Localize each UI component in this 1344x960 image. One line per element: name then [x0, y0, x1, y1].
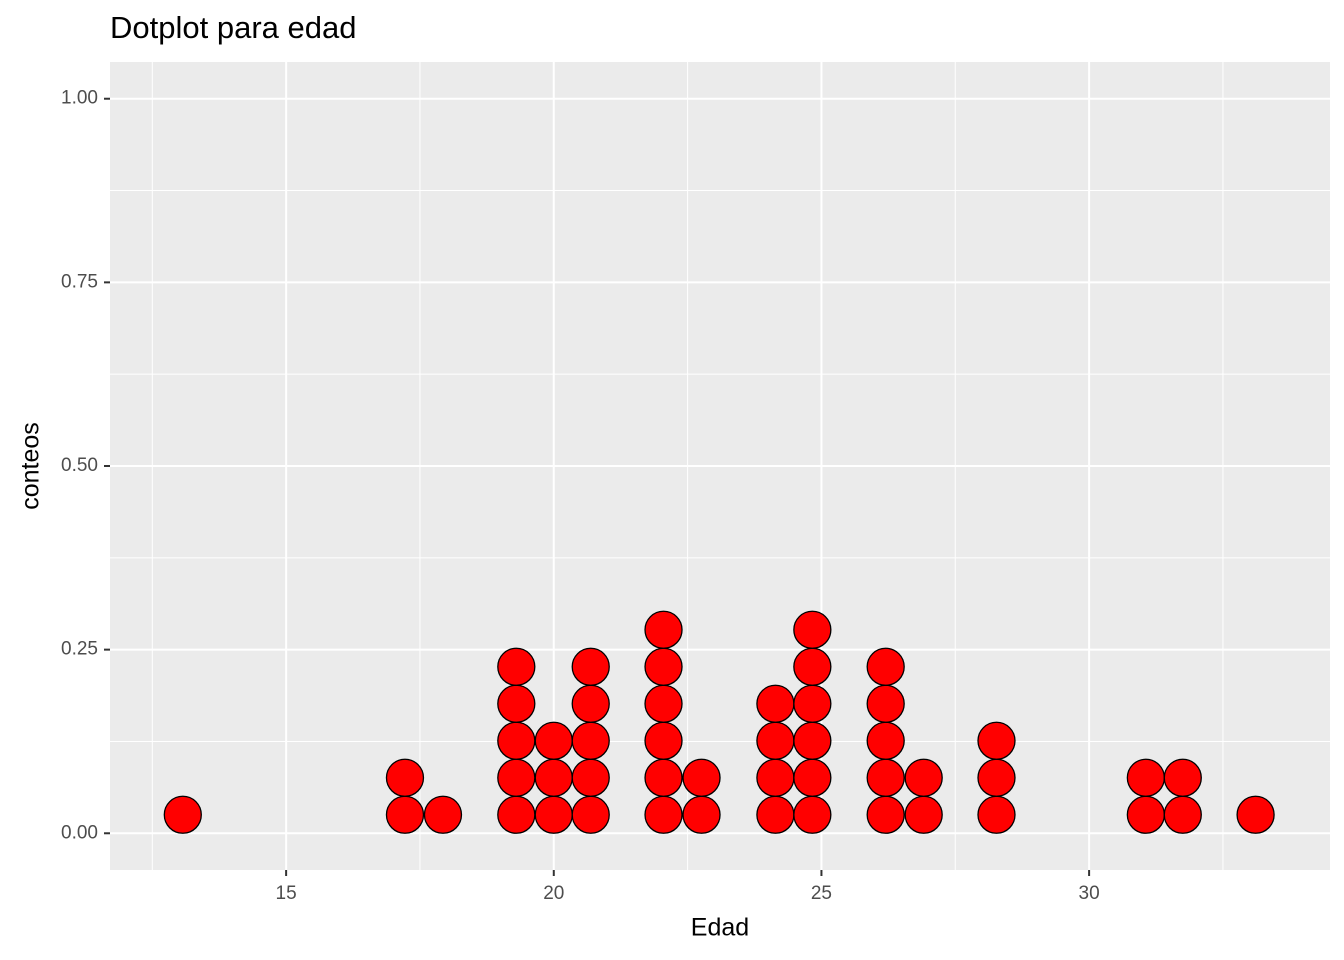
dot: [1236, 795, 1275, 834]
dot: [793, 758, 832, 797]
dot: [644, 610, 683, 649]
dot: [644, 721, 683, 760]
y-tick-label: 0.50: [61, 455, 98, 476]
dot: [977, 758, 1016, 797]
dot: [1163, 795, 1202, 834]
dot: [644, 795, 683, 834]
dot: [866, 647, 905, 686]
x-tick-label: 30: [1079, 883, 1100, 904]
dot: [534, 795, 573, 834]
dot: [571, 758, 610, 797]
dot: [756, 684, 795, 723]
dot: [866, 795, 905, 834]
dot: [644, 684, 683, 723]
dot: [497, 684, 536, 723]
x-axis-label: Edad: [691, 914, 749, 942]
dot: [793, 647, 832, 686]
dot: [497, 795, 536, 834]
dot: [497, 647, 536, 686]
y-tick-label: 0.75: [61, 271, 98, 292]
chart-title: Dotplot para edad: [110, 10, 356, 45]
x-tick-label: 20: [543, 883, 564, 904]
dot: [571, 684, 610, 723]
dot: [571, 795, 610, 834]
x-tick-label: 15: [276, 883, 297, 904]
y-tick-label: 0.00: [61, 822, 98, 843]
dot: [644, 647, 683, 686]
dot: [497, 758, 536, 797]
y-tick-label: 0.25: [61, 639, 98, 660]
dot: [866, 684, 905, 723]
dot: [644, 758, 683, 797]
dot: [793, 684, 832, 723]
dot: [571, 721, 610, 760]
dot: [1126, 758, 1165, 797]
dot: [1126, 795, 1165, 834]
dot: [866, 721, 905, 760]
dot: [756, 721, 795, 760]
dot: [1163, 758, 1202, 797]
y-tick-label: 1.00: [61, 88, 98, 109]
dot: [423, 795, 463, 834]
dot: [682, 795, 721, 834]
dot: [385, 795, 425, 834]
y-axis-label: conteos: [17, 422, 45, 510]
dot: [793, 610, 832, 649]
dot: [866, 758, 905, 797]
dot: [756, 795, 795, 834]
dot: [793, 721, 832, 760]
dot: [793, 795, 832, 834]
dot: [756, 758, 795, 797]
dot: [385, 758, 425, 797]
dot: [904, 758, 943, 797]
dot: [977, 721, 1016, 760]
dot: [163, 795, 202, 834]
dot: [571, 647, 610, 686]
dot: [904, 795, 943, 834]
dot: [534, 758, 573, 797]
x-tick-label: 25: [811, 883, 832, 904]
dot: [977, 795, 1016, 834]
dot: [534, 721, 573, 760]
dot: [682, 758, 721, 797]
dot: [497, 721, 536, 760]
